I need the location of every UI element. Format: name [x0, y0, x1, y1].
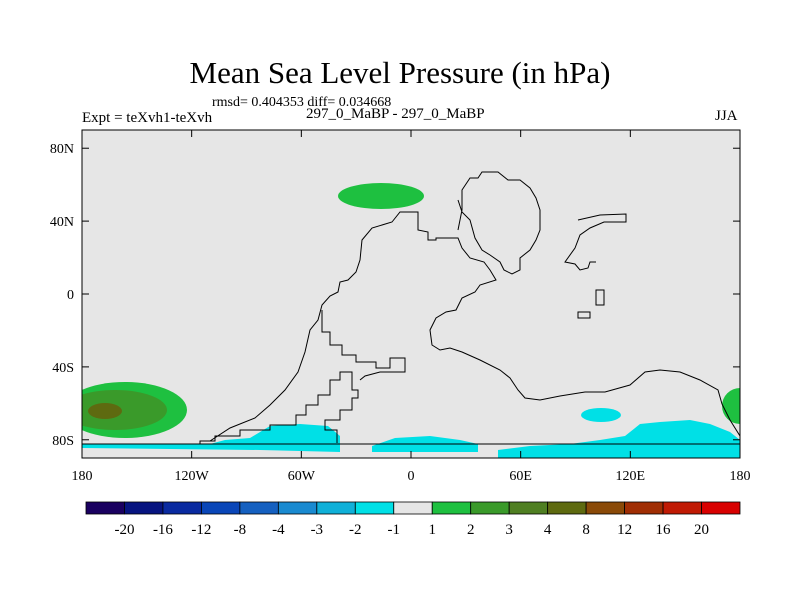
anomaly-north-positive: [338, 183, 424, 209]
legend-label: 2: [467, 522, 475, 538]
y-tick-label: 80N: [50, 142, 74, 157]
x-tick-label: 60W: [288, 469, 316, 484]
x-axis: 180 120W 60W 0 60E 120E 180: [72, 130, 751, 484]
anomaly-south-pacific-level3: [88, 403, 122, 419]
season-label: JJA: [715, 108, 738, 124]
coastline-layer: [82, 171, 740, 445]
legend-label: -4: [272, 522, 285, 538]
y-tick-label: 80S: [52, 434, 74, 449]
legend-swatch: [124, 501, 164, 515]
x-tick-label: 60E: [509, 469, 532, 484]
anomaly-layer: [82, 183, 740, 458]
legend-swatch: [239, 501, 279, 515]
stats-text: rmsd= 0.404353 diff= 0.034668: [212, 95, 392, 110]
legend-swatch: [316, 501, 356, 515]
y-axis: 80N 40N 0 40S 80S: [50, 142, 740, 449]
legend-label: -2: [349, 522, 362, 538]
plot-background: [82, 130, 740, 458]
legend-swatch: [547, 501, 587, 515]
x-tick-label: 0: [408, 469, 415, 484]
legend-swatch: [701, 501, 741, 515]
legend-swatch: [354, 501, 395, 515]
chart-title: Mean Sea Level Pressure (in hPa): [189, 55, 611, 90]
legend-swatch: [662, 501, 702, 515]
anomaly-southern-band-1: [82, 424, 340, 452]
coastline-americas: [82, 371, 359, 445]
legend-label: 4: [544, 522, 552, 538]
legend-label: 3: [505, 522, 513, 538]
x-tick-label: 180: [72, 469, 93, 484]
legend-swatch: [201, 501, 241, 515]
coastline-south-america-coast: [321, 310, 406, 381]
legend-label: -16: [153, 522, 173, 538]
legend-label: 8: [582, 522, 590, 538]
coastline-small-island: [595, 289, 605, 306]
x-tick-label: 120W: [175, 469, 210, 484]
legend-swatch: [624, 501, 664, 515]
legend-swatch: [85, 501, 125, 515]
legend-swatch: [162, 501, 202, 515]
anomaly-indian-negative: [581, 408, 621, 422]
x-tick-label: 120E: [616, 469, 646, 484]
legend-swatch: [277, 501, 318, 515]
legend-label: -3: [311, 522, 324, 538]
legend-label: 16: [656, 522, 672, 538]
y-tick-label: 40N: [50, 215, 74, 230]
legend-label: 20: [694, 522, 709, 538]
legend-label: -20: [114, 522, 134, 538]
y-tick-label: 0: [67, 288, 74, 303]
legend-label: -12: [191, 522, 211, 538]
coastline-small-island-2: [577, 311, 591, 319]
legend-label: -1: [388, 522, 401, 538]
legend-swatch: [508, 501, 549, 515]
subtitle: 297_0_MaBP - 297_0_MaBP: [306, 106, 485, 122]
legend-swatch: [393, 501, 433, 515]
legend-swatch: [470, 501, 510, 515]
legend-swatch: [585, 501, 625, 515]
y-tick-label: 40S: [52, 361, 74, 376]
anomaly-south-pacific-level2: [82, 390, 167, 430]
legend-label: -8: [234, 522, 247, 538]
anomaly-southeast-positive: [722, 388, 740, 424]
coastline-eurasia: [457, 171, 541, 275]
anomaly-southern-band-3: [498, 420, 740, 458]
legend-label: 1: [428, 522, 436, 538]
experiment-label: Expt = teXvh1-teXvh: [82, 110, 213, 126]
x-tick-label: 180: [730, 469, 751, 484]
legend-label: 12: [617, 522, 632, 538]
coastline-americas-west: [209, 211, 740, 442]
color-legend: -20 -16 -12 -8 -4 -3 -2 -1 1 2 3 4 8 12 16 20: [85, 501, 741, 538]
coastline-asia-east: [564, 213, 627, 271]
legend-swatch: [431, 501, 472, 515]
